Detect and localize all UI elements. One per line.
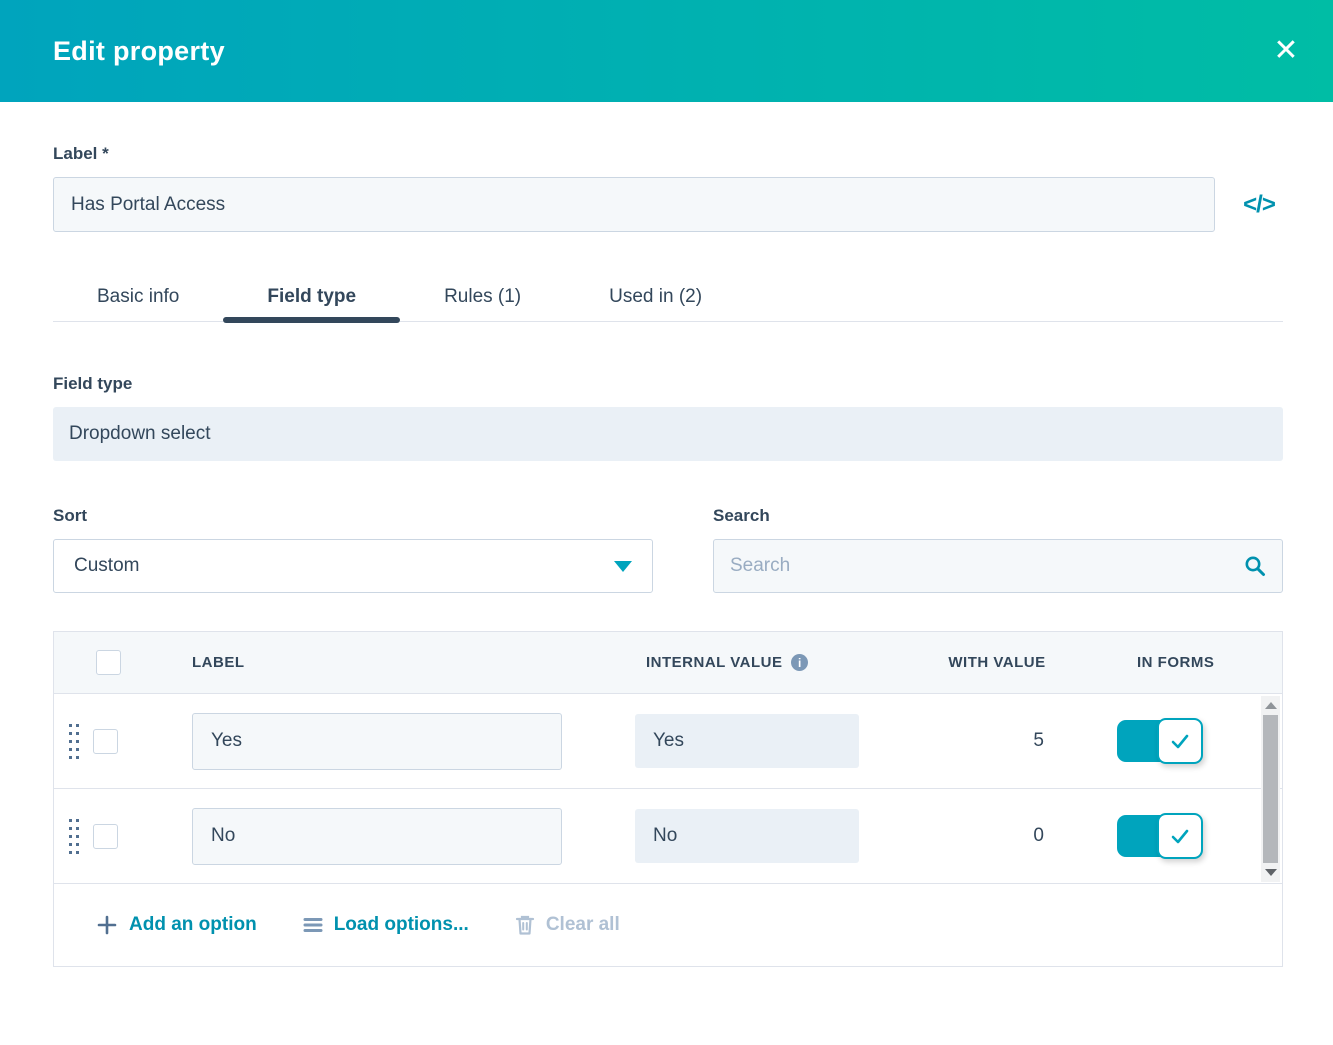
close-icon[interactable]: ✕: [1273, 34, 1299, 67]
toggle-check-icon: [1157, 718, 1203, 764]
option-with-value-count: 0: [1033, 825, 1044, 846]
option-label-input[interactable]: [192, 712, 562, 770]
add-option-label: Add an option: [129, 914, 257, 935]
option-internal-value: No: [635, 809, 859, 863]
sort-select[interactable]: Custom: [53, 539, 653, 593]
label-text: Label: [53, 144, 98, 163]
select-all-checkbox[interactable]: [96, 650, 121, 675]
column-header-with-value: WITH VALUE: [948, 654, 1046, 671]
sort-caption: Sort: [53, 506, 87, 525]
add-option-button[interactable]: Add an option: [96, 914, 257, 936]
code-icon[interactable]: </>: [1243, 190, 1276, 218]
label-field-group: Label * </>: [53, 144, 1283, 232]
tab-rules[interactable]: Rules (1): [444, 285, 522, 307]
column-header-internal-value: INTERNAL VALUE: [646, 654, 783, 671]
trash-icon: [515, 914, 535, 936]
row-checkbox[interactable]: [93, 823, 118, 849]
option-label-input[interactable]: [192, 807, 562, 865]
clear-all-label: Clear all: [545, 914, 620, 935]
in-forms-toggle[interactable]: [1117, 718, 1203, 764]
clear-all-button[interactable]: Clear all: [515, 914, 620, 936]
table-row: Yes 5: [54, 694, 1282, 789]
tab-field-type[interactable]: Field type: [223, 272, 400, 323]
search-icon[interactable]: [1243, 554, 1267, 578]
drag-handle-icon[interactable]: [69, 818, 79, 854]
table-row: No 0: [54, 789, 1282, 884]
label-field-caption: Label *: [53, 144, 1283, 164]
option-with-value-count: 5: [1033, 730, 1044, 751]
search-group: Search: [713, 506, 1283, 593]
scroll-up-icon[interactable]: [1264, 702, 1277, 709]
option-internal-value: Yes: [635, 714, 859, 768]
column-header-in-forms: IN FORMS: [1137, 654, 1215, 671]
load-options-button[interactable]: Load options...: [303, 914, 469, 936]
drag-handle-icon[interactable]: [69, 723, 79, 759]
field-type-group: Field type Dropdown select: [53, 374, 1283, 461]
table-scrollbar[interactable]: [1261, 696, 1280, 882]
field-type-value: Dropdown select: [53, 407, 1283, 461]
tab-used-in[interactable]: Used in (2): [609, 285, 703, 307]
scroll-down-icon[interactable]: [1264, 869, 1277, 876]
table-actions: Add an option Load options...: [54, 884, 1282, 966]
info-icon[interactable]: i: [791, 654, 809, 671]
modal-header: Edit property ✕: [0, 0, 1333, 102]
plus-icon: [96, 914, 118, 936]
scrollbar-thumb[interactable]: [1263, 715, 1278, 863]
column-header-label: LABEL: [192, 654, 245, 671]
table-header-row: LABEL INTERNAL VALUE i WITH VALUE IN FOR…: [54, 632, 1282, 694]
load-options-label: Load options...: [333, 914, 469, 935]
tab-basic-info[interactable]: Basic info: [97, 285, 180, 307]
list-lines-icon: [303, 916, 323, 934]
modal-title: Edit property: [53, 35, 225, 66]
tab-bar: Basic info Field type Rules (1) Used in …: [53, 272, 1283, 323]
search-caption: Search: [713, 506, 770, 525]
modal-body: Label * </> Basic info Field type Rules …: [0, 144, 1333, 967]
sort-group: Sort Custom: [53, 506, 653, 593]
search-input[interactable]: [713, 539, 1283, 593]
label-input[interactable]: [53, 177, 1215, 232]
toggle-check-icon: [1157, 813, 1203, 859]
row-checkbox[interactable]: [93, 728, 118, 754]
field-type-caption: Field type: [53, 374, 133, 393]
in-forms-toggle[interactable]: [1117, 813, 1203, 859]
options-table: LABEL INTERNAL VALUE i WITH VALUE IN FOR…: [53, 631, 1283, 967]
sort-selected-value: Custom: [74, 555, 140, 576]
chevron-down-icon: [614, 560, 632, 572]
required-asterisk: *: [102, 144, 109, 163]
